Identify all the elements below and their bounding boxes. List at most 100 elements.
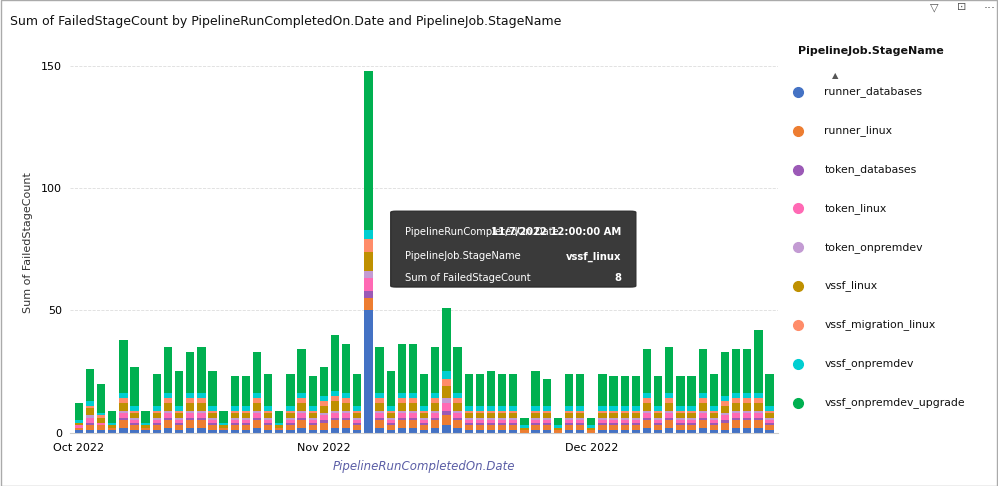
Bar	[353, 411, 361, 413]
Bar	[476, 418, 484, 420]
Bar	[442, 416, 451, 425]
Text: token_onpremdev: token_onpremdev	[824, 242, 923, 253]
Bar	[621, 418, 629, 420]
Bar	[442, 386, 451, 399]
Bar	[209, 420, 217, 423]
Bar	[164, 411, 172, 413]
Text: 11/7/2022 12:00:00 AM: 11/7/2022 12:00:00 AM	[491, 227, 622, 237]
Bar	[119, 340, 128, 393]
Bar	[699, 399, 707, 403]
Bar	[186, 403, 195, 411]
Bar	[744, 399, 751, 403]
Bar	[386, 420, 395, 423]
Bar	[453, 418, 462, 420]
Bar	[498, 411, 506, 413]
Bar	[252, 420, 261, 428]
Bar	[621, 406, 629, 411]
Bar	[353, 423, 361, 425]
Bar	[186, 393, 195, 399]
Bar	[375, 418, 384, 420]
Bar	[420, 425, 428, 430]
Bar	[464, 406, 473, 411]
Bar	[175, 420, 184, 423]
Bar	[654, 413, 663, 418]
Bar	[186, 420, 195, 428]
Bar	[464, 425, 473, 430]
Bar	[732, 418, 741, 420]
Bar	[487, 411, 495, 413]
Bar	[677, 413, 685, 418]
Bar	[375, 428, 384, 433]
Bar	[86, 369, 94, 401]
Bar	[153, 406, 161, 411]
Bar	[665, 347, 674, 393]
Bar	[119, 413, 128, 418]
Bar	[319, 423, 328, 430]
Bar	[364, 310, 372, 433]
Bar	[732, 403, 741, 411]
Bar	[86, 423, 94, 425]
Bar	[765, 430, 773, 433]
Bar	[654, 406, 663, 411]
Bar	[153, 374, 161, 406]
Bar	[131, 418, 139, 420]
Bar	[576, 406, 584, 411]
Text: token_linux: token_linux	[824, 203, 886, 214]
Bar	[264, 413, 272, 418]
Bar	[543, 411, 551, 413]
Bar	[765, 423, 773, 425]
Bar	[86, 408, 94, 416]
Bar	[153, 413, 161, 418]
Bar	[108, 423, 117, 425]
Text: ⊡: ⊡	[957, 2, 966, 13]
Bar	[487, 425, 495, 430]
Bar	[164, 347, 172, 393]
Bar	[765, 418, 773, 420]
Bar	[688, 423, 696, 425]
Bar	[198, 411, 206, 413]
Bar	[699, 428, 707, 433]
Bar	[286, 423, 294, 425]
Bar	[721, 396, 730, 401]
Bar	[610, 430, 618, 433]
Bar	[198, 420, 206, 428]
Bar	[621, 430, 629, 433]
Bar	[364, 298, 372, 310]
Bar	[710, 413, 718, 418]
Bar	[375, 399, 384, 403]
Bar	[576, 411, 584, 413]
Bar	[342, 420, 350, 428]
Bar	[509, 430, 517, 433]
Bar	[498, 430, 506, 433]
Text: vssf_onpremdev: vssf_onpremdev	[824, 358, 914, 369]
Bar	[621, 376, 629, 406]
Bar	[308, 376, 317, 406]
Bar	[721, 401, 730, 406]
Bar	[543, 423, 551, 425]
Bar	[297, 411, 305, 413]
Bar	[386, 406, 395, 411]
Bar	[353, 430, 361, 433]
Text: vssf_linux: vssf_linux	[566, 251, 622, 261]
Bar	[677, 420, 685, 423]
Bar	[721, 430, 730, 433]
Bar	[531, 420, 540, 423]
Bar	[476, 430, 484, 433]
Bar	[744, 420, 751, 428]
Bar	[420, 374, 428, 406]
Bar	[420, 418, 428, 420]
Bar	[677, 425, 685, 430]
Bar	[242, 423, 250, 425]
Bar	[699, 403, 707, 411]
Bar	[275, 428, 283, 430]
Bar	[319, 420, 328, 423]
Bar	[175, 411, 184, 413]
Bar	[677, 418, 685, 420]
Text: runner_linux: runner_linux	[824, 125, 892, 136]
Bar	[721, 423, 730, 430]
Bar	[765, 425, 773, 430]
Bar	[153, 411, 161, 413]
Bar	[565, 411, 573, 413]
Bar	[765, 374, 773, 406]
Bar	[286, 406, 294, 411]
